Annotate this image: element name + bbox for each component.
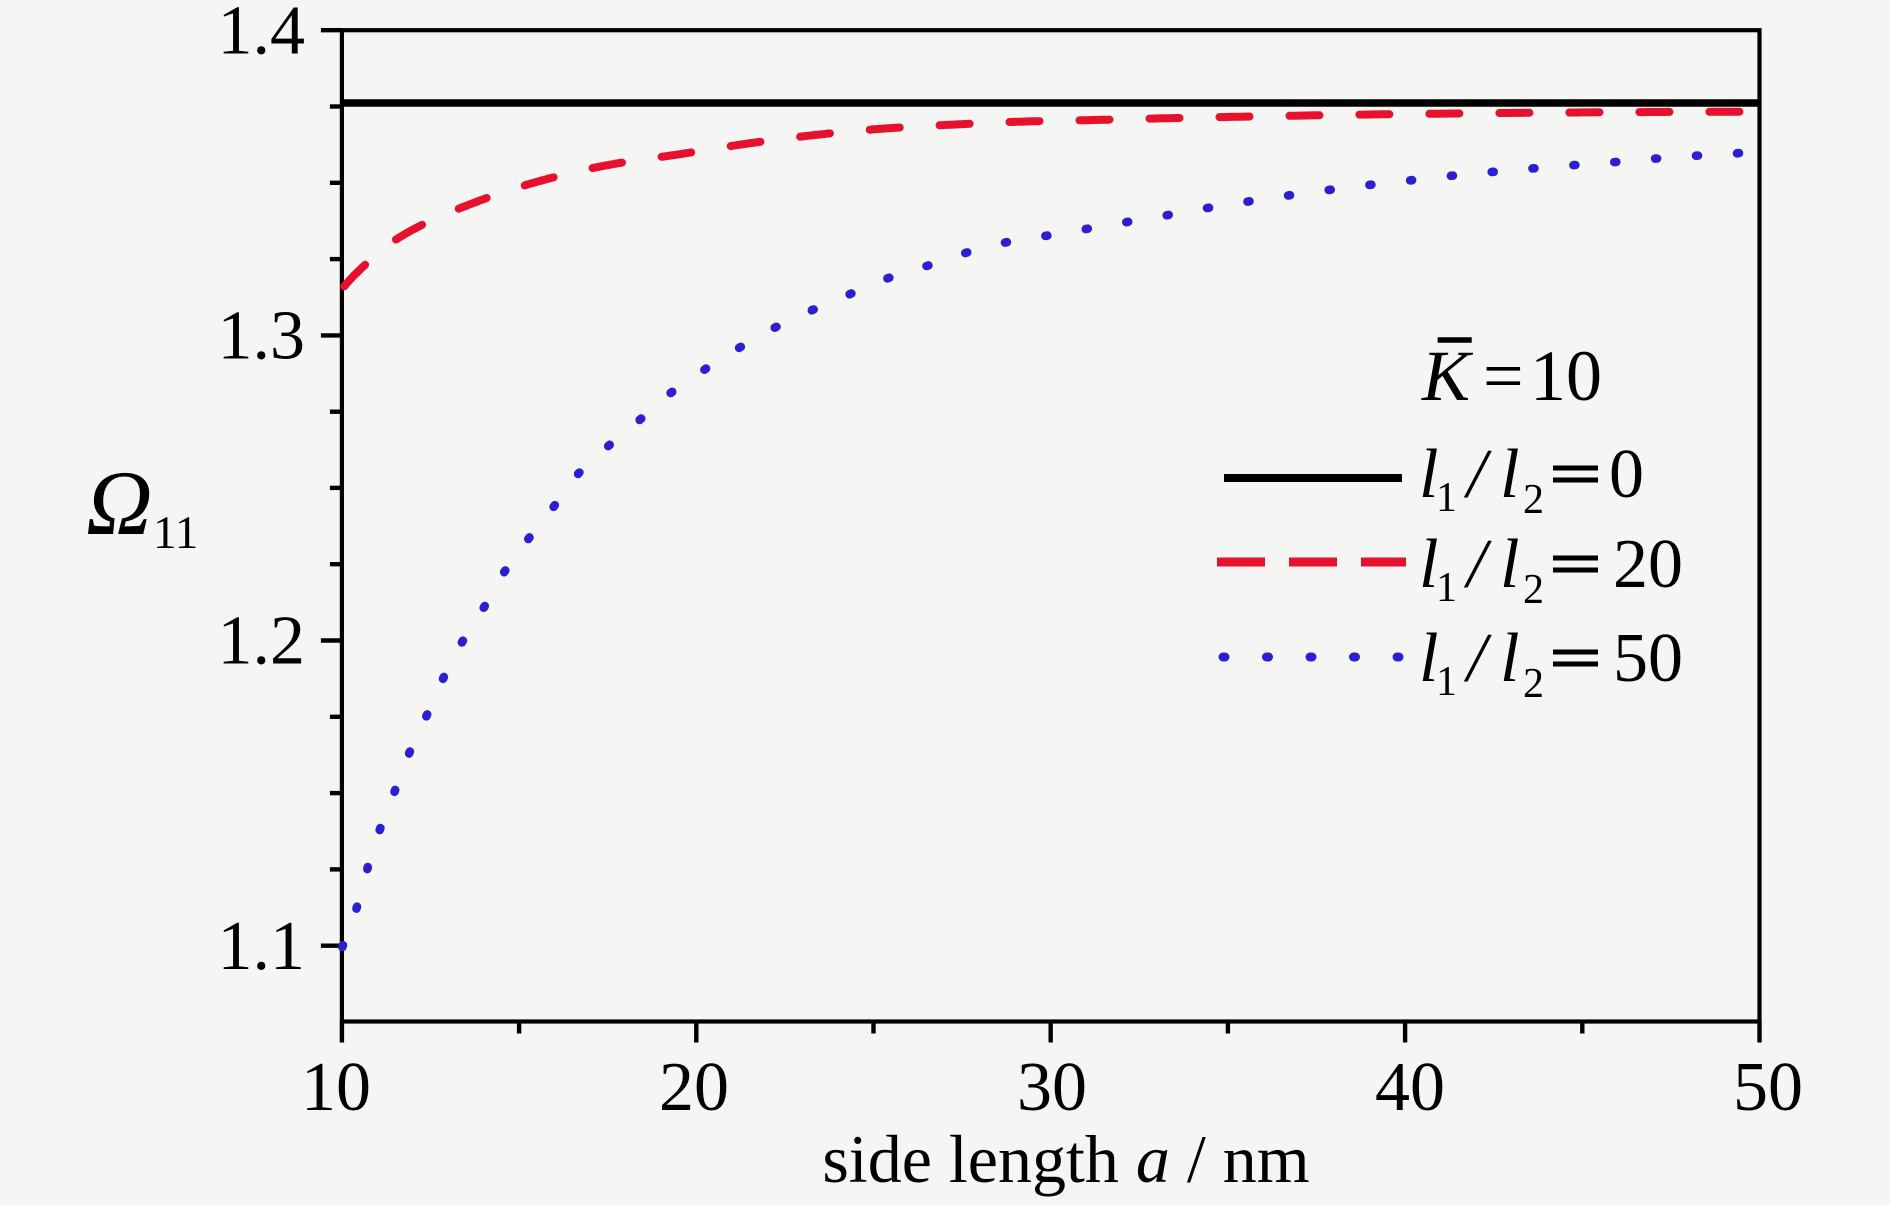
svg-text:1.1: 1.1 bbox=[218, 908, 306, 985]
svg-text:40: 40 bbox=[1375, 1049, 1445, 1126]
svg-text:1.2: 1.2 bbox=[218, 603, 306, 680]
svg-text:Ω: Ω bbox=[86, 452, 153, 554]
svg-text:10: 10 bbox=[301, 1049, 371, 1126]
svg-text:l: l bbox=[1500, 620, 1519, 697]
svg-text:=: = bbox=[1483, 336, 1524, 416]
svg-text:l: l bbox=[1419, 436, 1438, 513]
svg-text:10: 10 bbox=[1530, 336, 1602, 416]
svg-text:K: K bbox=[1421, 336, 1474, 416]
svg-text:20: 20 bbox=[1613, 526, 1683, 603]
svg-text:l: l bbox=[1419, 620, 1438, 697]
svg-text:1: 1 bbox=[1436, 565, 1457, 611]
svg-text:30: 30 bbox=[1017, 1049, 1087, 1126]
svg-text:2: 2 bbox=[1523, 661, 1544, 707]
svg-text:l: l bbox=[1500, 436, 1519, 513]
svg-text:1: 1 bbox=[1436, 659, 1457, 705]
svg-text:l: l bbox=[1500, 526, 1519, 603]
svg-text:50: 50 bbox=[1613, 620, 1683, 697]
svg-text:50: 50 bbox=[1733, 1049, 1803, 1126]
svg-text:11: 11 bbox=[153, 507, 198, 559]
svg-text:0: 0 bbox=[1609, 436, 1644, 513]
svg-text:2: 2 bbox=[1523, 477, 1544, 523]
svg-text:20: 20 bbox=[659, 1049, 729, 1126]
svg-text:1.3: 1.3 bbox=[218, 298, 306, 375]
svg-text:2: 2 bbox=[1523, 567, 1544, 613]
svg-text:side length a / nm: side length a / nm bbox=[822, 1121, 1309, 1197]
svg-text:1.4: 1.4 bbox=[218, 0, 306, 69]
svg-text:l: l bbox=[1419, 526, 1438, 603]
svg-text:1: 1 bbox=[1436, 475, 1457, 521]
